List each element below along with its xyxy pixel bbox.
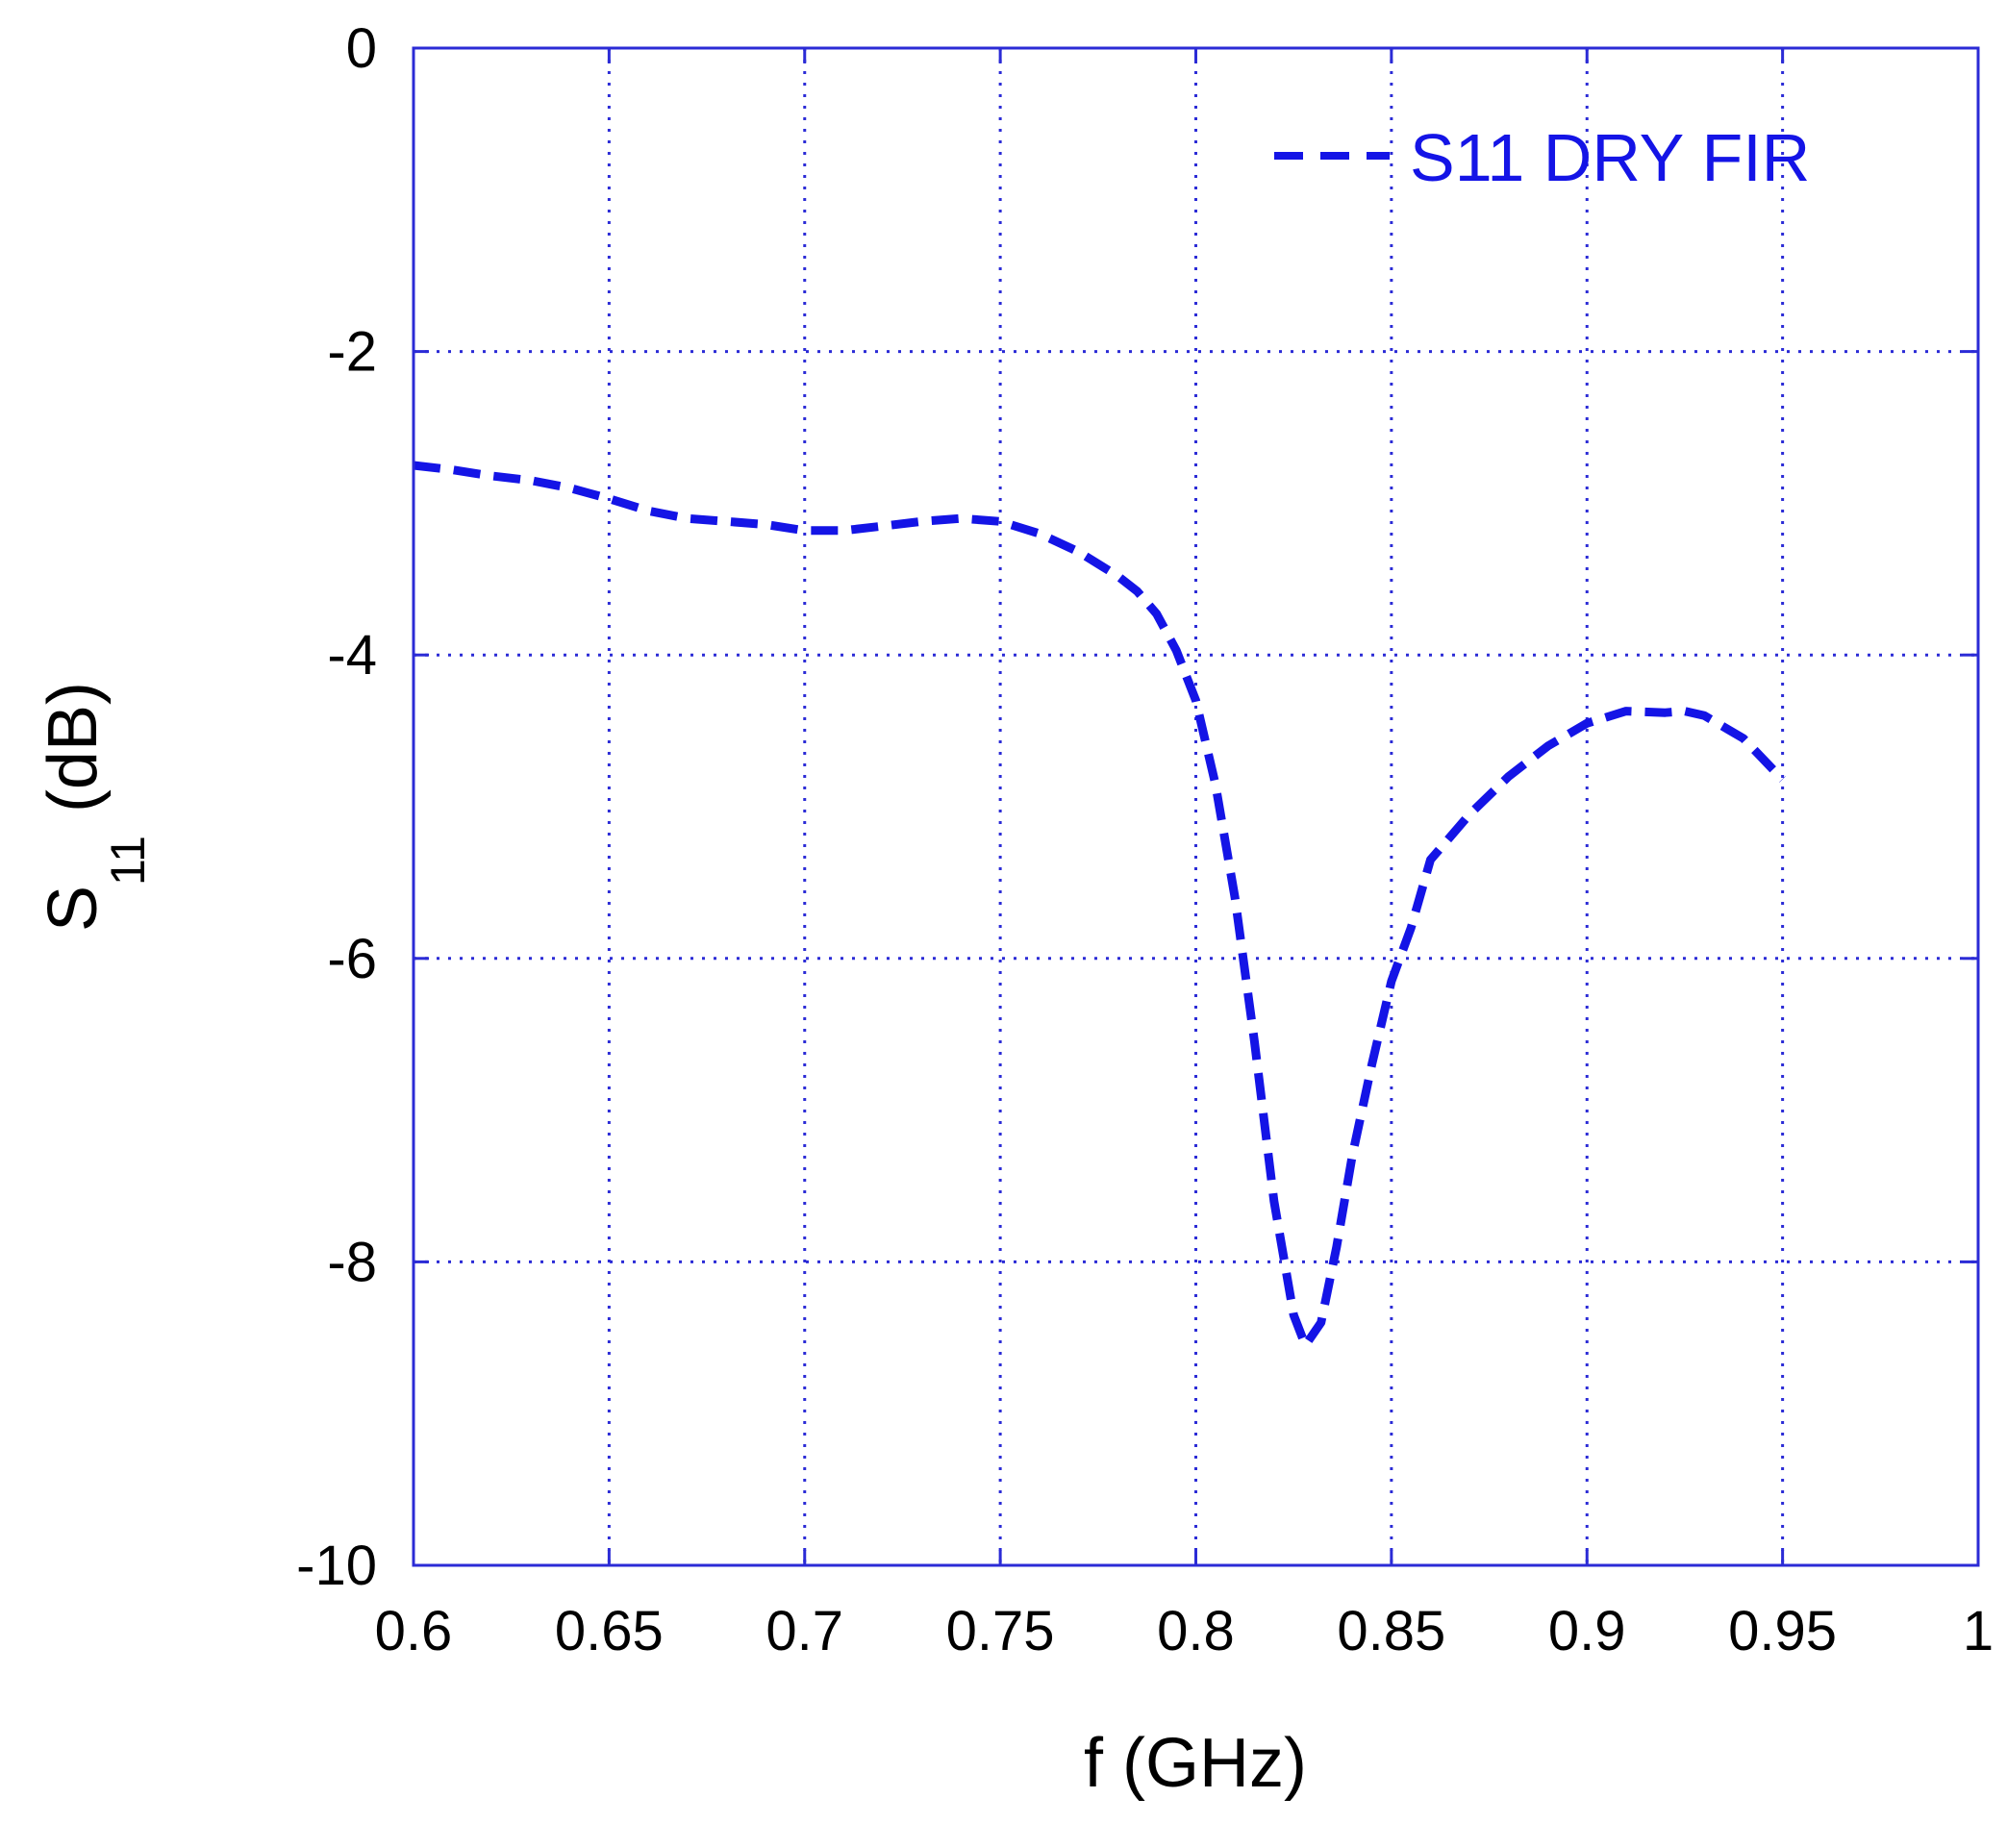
- legend: S11 DRY FIR: [1274, 120, 1810, 195]
- x-tick-label: 0.65: [555, 1600, 664, 1662]
- series-layer: [413, 461, 1786, 1350]
- x-axis-title: f (GHz): [1084, 1725, 1307, 1802]
- x-tick-label: 0.85: [1337, 1600, 1445, 1662]
- grid: [414, 48, 1978, 1565]
- x-tick-label: 0.7: [765, 1600, 843, 1662]
- y-axis-title: S11 (dB): [35, 682, 155, 932]
- y-tick-label: 0: [346, 17, 377, 80]
- x-tick-label: 0.95: [1728, 1600, 1837, 1662]
- x-tick-label: 0.9: [1548, 1600, 1626, 1662]
- x-tick-label: 0.6: [375, 1600, 453, 1662]
- axis-ticks: 0.6 0.65 0.7 0.75 0.8 0.85 0.9 0.95 1 0 -2 -4 -6 -8 -1…: [296, 17, 1994, 1662]
- y-axis-title-unit: (dB): [35, 682, 112, 812]
- y-tick-label: -10: [296, 1535, 377, 1597]
- y-tick-label: -8: [327, 1231, 377, 1293]
- y-tick-label: -2: [327, 321, 377, 384]
- y-axis-title-main: S: [35, 886, 112, 932]
- y-tick-label: -4: [327, 624, 377, 687]
- series-line: [413, 461, 1786, 1350]
- svg-text:S11(dB): S11 (dB): [35, 682, 155, 932]
- x-tick-label: 0.8: [1157, 1600, 1235, 1662]
- y-tick-label: -6: [327, 928, 377, 990]
- plot-area-frame: [412, 46, 1980, 1567]
- x-tick-label: 1: [1963, 1600, 1994, 1662]
- legend-label: S11 DRY FIR: [1410, 120, 1810, 195]
- y-axis-title-subscript: 11: [101, 836, 155, 886]
- x-tick-label: 0.75: [946, 1600, 1055, 1662]
